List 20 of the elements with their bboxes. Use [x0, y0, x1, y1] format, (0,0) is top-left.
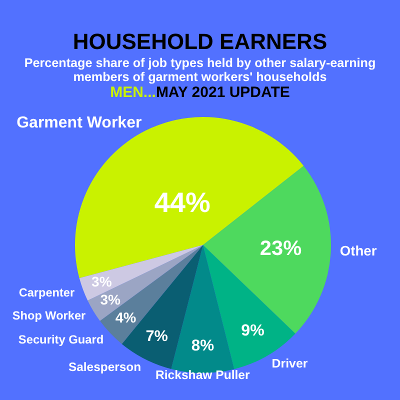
data-label: 4%	[115, 310, 136, 326]
text: MEN...	[110, 84, 156, 101]
text: MAY 2021 UPDATE	[156, 84, 290, 101]
data-label: 23%	[260, 236, 302, 260]
slice-label: Shop Worker	[12, 308, 86, 323]
pie-slice	[88, 245, 203, 321]
slice-label: Driver	[272, 356, 308, 370]
chart-title: HOUSEHOLD EARNERS	[72, 29, 328, 54]
slice-label: Carpenter	[18, 286, 75, 300]
slice-label: Salesperson	[68, 360, 142, 374]
chart-subtitle: Percentage share of job types held by other salary-earning members of garment workers' households	[23, 56, 377, 84]
data-label: 9%	[241, 322, 264, 340]
data-label: 8%	[191, 338, 214, 355]
slice-label: Other	[340, 242, 378, 259]
slice-label: Security Guard	[18, 332, 104, 346]
data-label: 3%	[100, 292, 122, 308]
data-label: 44%	[154, 186, 210, 218]
slice-label: Garment Worker	[16, 114, 142, 132]
data-label: 7%	[146, 328, 168, 346]
slice-label: Rickshaw Puller	[155, 368, 250, 382]
